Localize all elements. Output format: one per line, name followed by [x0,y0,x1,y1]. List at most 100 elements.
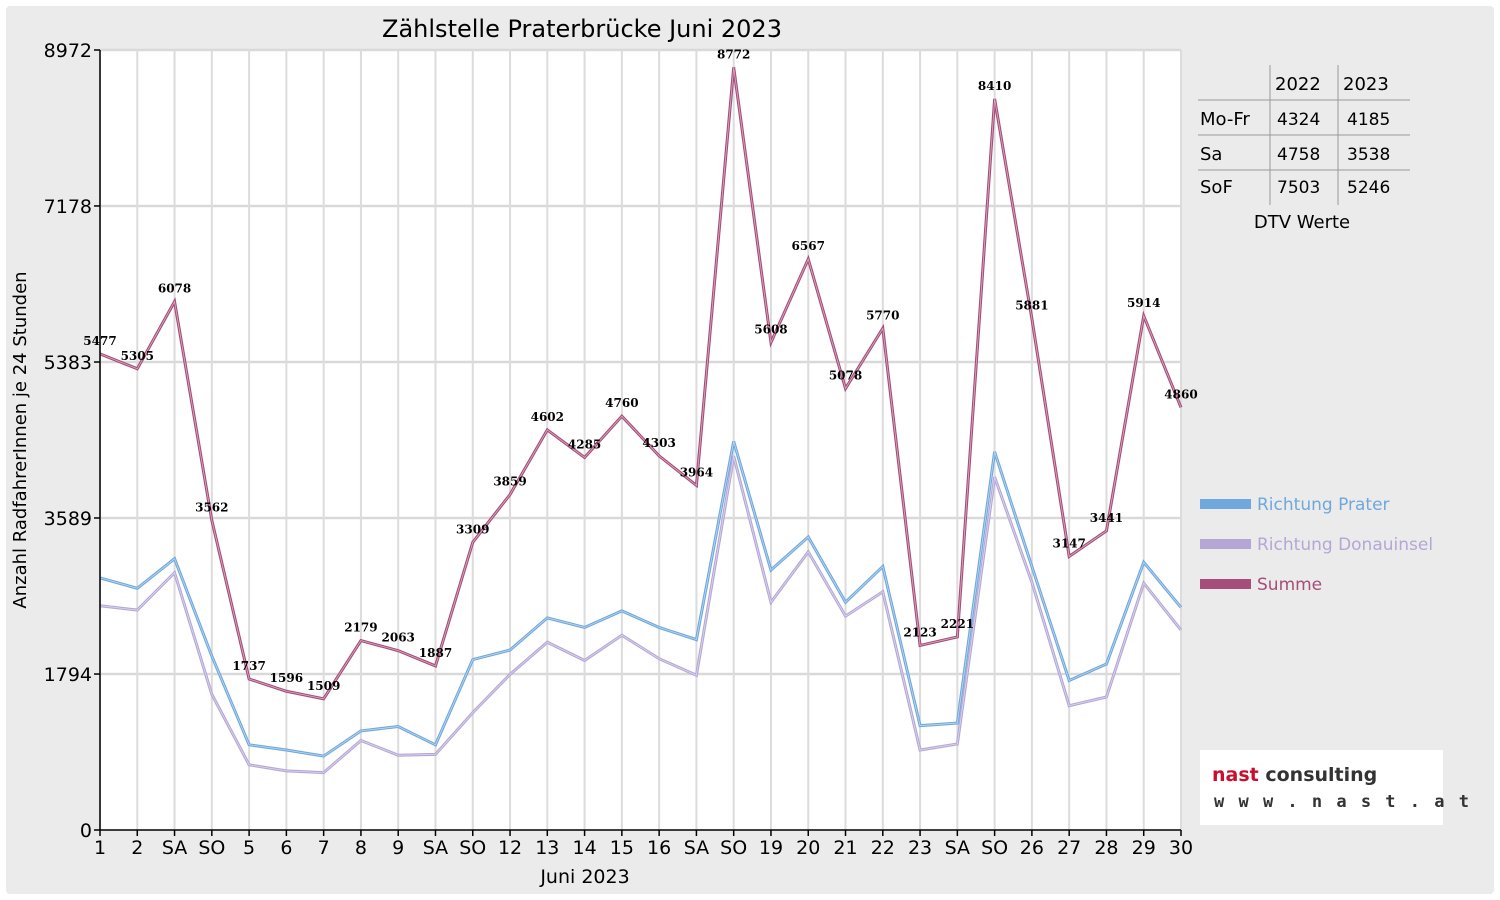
x-tick-label: 27 [1057,837,1081,859]
data-label: 1887 [419,646,452,660]
series-line-highlight [99,67,1182,700]
dtv-cell: 4758 [1277,145,1320,165]
x-axis-label: Juni 2023 [539,866,629,888]
dtv-caption: DTV Werte [1254,212,1350,233]
data-label: 1509 [307,679,340,693]
y-tick-label: 1794 [44,664,92,686]
x-tick-label: 22 [871,837,895,859]
x-tick-label: 9 [392,837,404,859]
dtv-header-2022: 2022 [1275,74,1321,95]
series-line-highlight [99,456,1182,774]
x-tick-label: SO [720,837,747,859]
data-label: 2063 [382,631,415,645]
x-tick-label: 8 [355,837,367,859]
data-label: 3309 [456,522,489,536]
data-label: 2179 [344,621,377,635]
data-label: 8410 [978,79,1011,93]
data-label: 5914 [1127,296,1160,310]
data-label: 5608 [754,322,787,336]
y-axis-label: Anzahl RadfahrerInnen je 24 Stunden [10,271,31,608]
x-tick-label: SO [459,837,486,859]
series-line-highlight [99,441,1182,757]
series-lines [99,67,1183,775]
dtv-row-label: Sa [1200,144,1222,165]
x-tick-label: 7 [318,837,330,859]
dtv-header-2023: 2023 [1343,74,1389,95]
x-tick-label: SO [981,837,1008,859]
data-label: 4303 [642,436,675,450]
data-label: 5305 [121,349,154,363]
dtv-cell: 5246 [1347,178,1390,198]
data-label: 1596 [270,671,303,685]
data-label: 6078 [158,282,191,296]
x-tick-label: 28 [1094,837,1118,859]
data-label: 2221 [941,617,974,631]
logo-text-consulting: consulting [1258,764,1378,786]
data-label: 2123 [903,625,936,639]
data-label: 1737 [232,659,265,673]
x-tick-label: 6 [280,837,292,859]
x-tick-label: 20 [796,837,820,859]
y-tick-label: 5383 [44,352,92,374]
data-label: 4285 [568,437,601,451]
x-tick-label: 30 [1169,837,1193,859]
logo-text-nast: nast [1212,764,1259,786]
data-label: 3859 [493,475,526,489]
data-label: 4602 [531,410,564,424]
x-tick-label: 26 [1020,837,1044,859]
legend-label-donauinsel: Richtung Donauinsel [1257,535,1433,555]
legend: Richtung Prater Richtung Donauinsel Summ… [1200,495,1433,595]
dtv-row-label: SoF [1200,177,1233,198]
x-tick-label: 15 [610,837,634,859]
dtv-cell: 4324 [1277,110,1320,130]
legend-swatch-summe [1200,579,1251,589]
data-label: 3147 [1052,536,1085,550]
data-label: 5770 [866,308,899,322]
data-label: 5881 [1015,299,1048,313]
x-tick-label: SA [684,837,709,859]
legend-swatch-donauinsel [1200,539,1251,549]
x-tick-label: SA [162,837,187,859]
y-tick-label: 8972 [44,40,92,62]
y-axis-ticks: 0 1794 3589 5383 7178 8972 [44,40,100,842]
x-axis-ticks: 1 2 SA SO 5 6 7 8 9 SA SO 12 13 14 15 16 SA SO 19 20 21 22 23 S… [94,830,1193,859]
x-tick-label: 2 [131,837,143,859]
y-tick-label: 0 [80,820,92,842]
dtv-row-label: Mo-Fr [1200,109,1250,130]
data-label: 3562 [195,500,228,514]
x-tick-label: 12 [498,837,522,859]
x-tick-label: SO [198,837,225,859]
data-labels: 5477530560783562173715961509217920631887… [83,47,1197,692]
dtv-cell: 3538 [1347,145,1390,165]
dtv-table: 2022 2023 Mo-Fr 4324 4185 Sa 4758 3538 S… [1198,65,1410,233]
dtv-cell: 7503 [1277,178,1320,198]
legend-label-prater: Richtung Prater [1257,495,1390,515]
x-tick-label: 14 [572,837,596,859]
data-label: 4860 [1164,387,1197,401]
logo-url: w w w . n a s t . a t [1214,792,1471,812]
plot-area [100,50,1181,830]
y-tick-label: 3589 [44,508,92,530]
dtv-cell: 4185 [1347,110,1390,130]
data-label: 3964 [680,465,713,479]
legend-swatch-prater [1200,499,1251,509]
data-label: 5078 [829,369,862,383]
x-tick-label: 16 [647,837,671,859]
data-label: 4760 [605,396,638,410]
data-label: 6567 [792,239,825,253]
x-tick-label: SA [423,837,448,859]
data-label: 3441 [1090,511,1123,525]
legend-label-summe: Summe [1257,575,1322,595]
nast-consulting-logo: nast consulting w w w . n a s t . a t [1200,750,1469,825]
x-tick-label: 1 [94,837,106,859]
data-label: 8772 [717,47,750,61]
x-tick-label: 21 [833,837,857,859]
chart-title: Zählstelle Praterbrücke Juni 2023 [382,15,782,43]
y-tick-label: 7178 [44,196,92,218]
x-tick-label: 13 [535,837,559,859]
x-tick-label: SA [945,837,970,859]
x-tick-label: 5 [243,837,255,859]
x-tick-label: 29 [1132,837,1156,859]
x-tick-label: 23 [908,837,932,859]
